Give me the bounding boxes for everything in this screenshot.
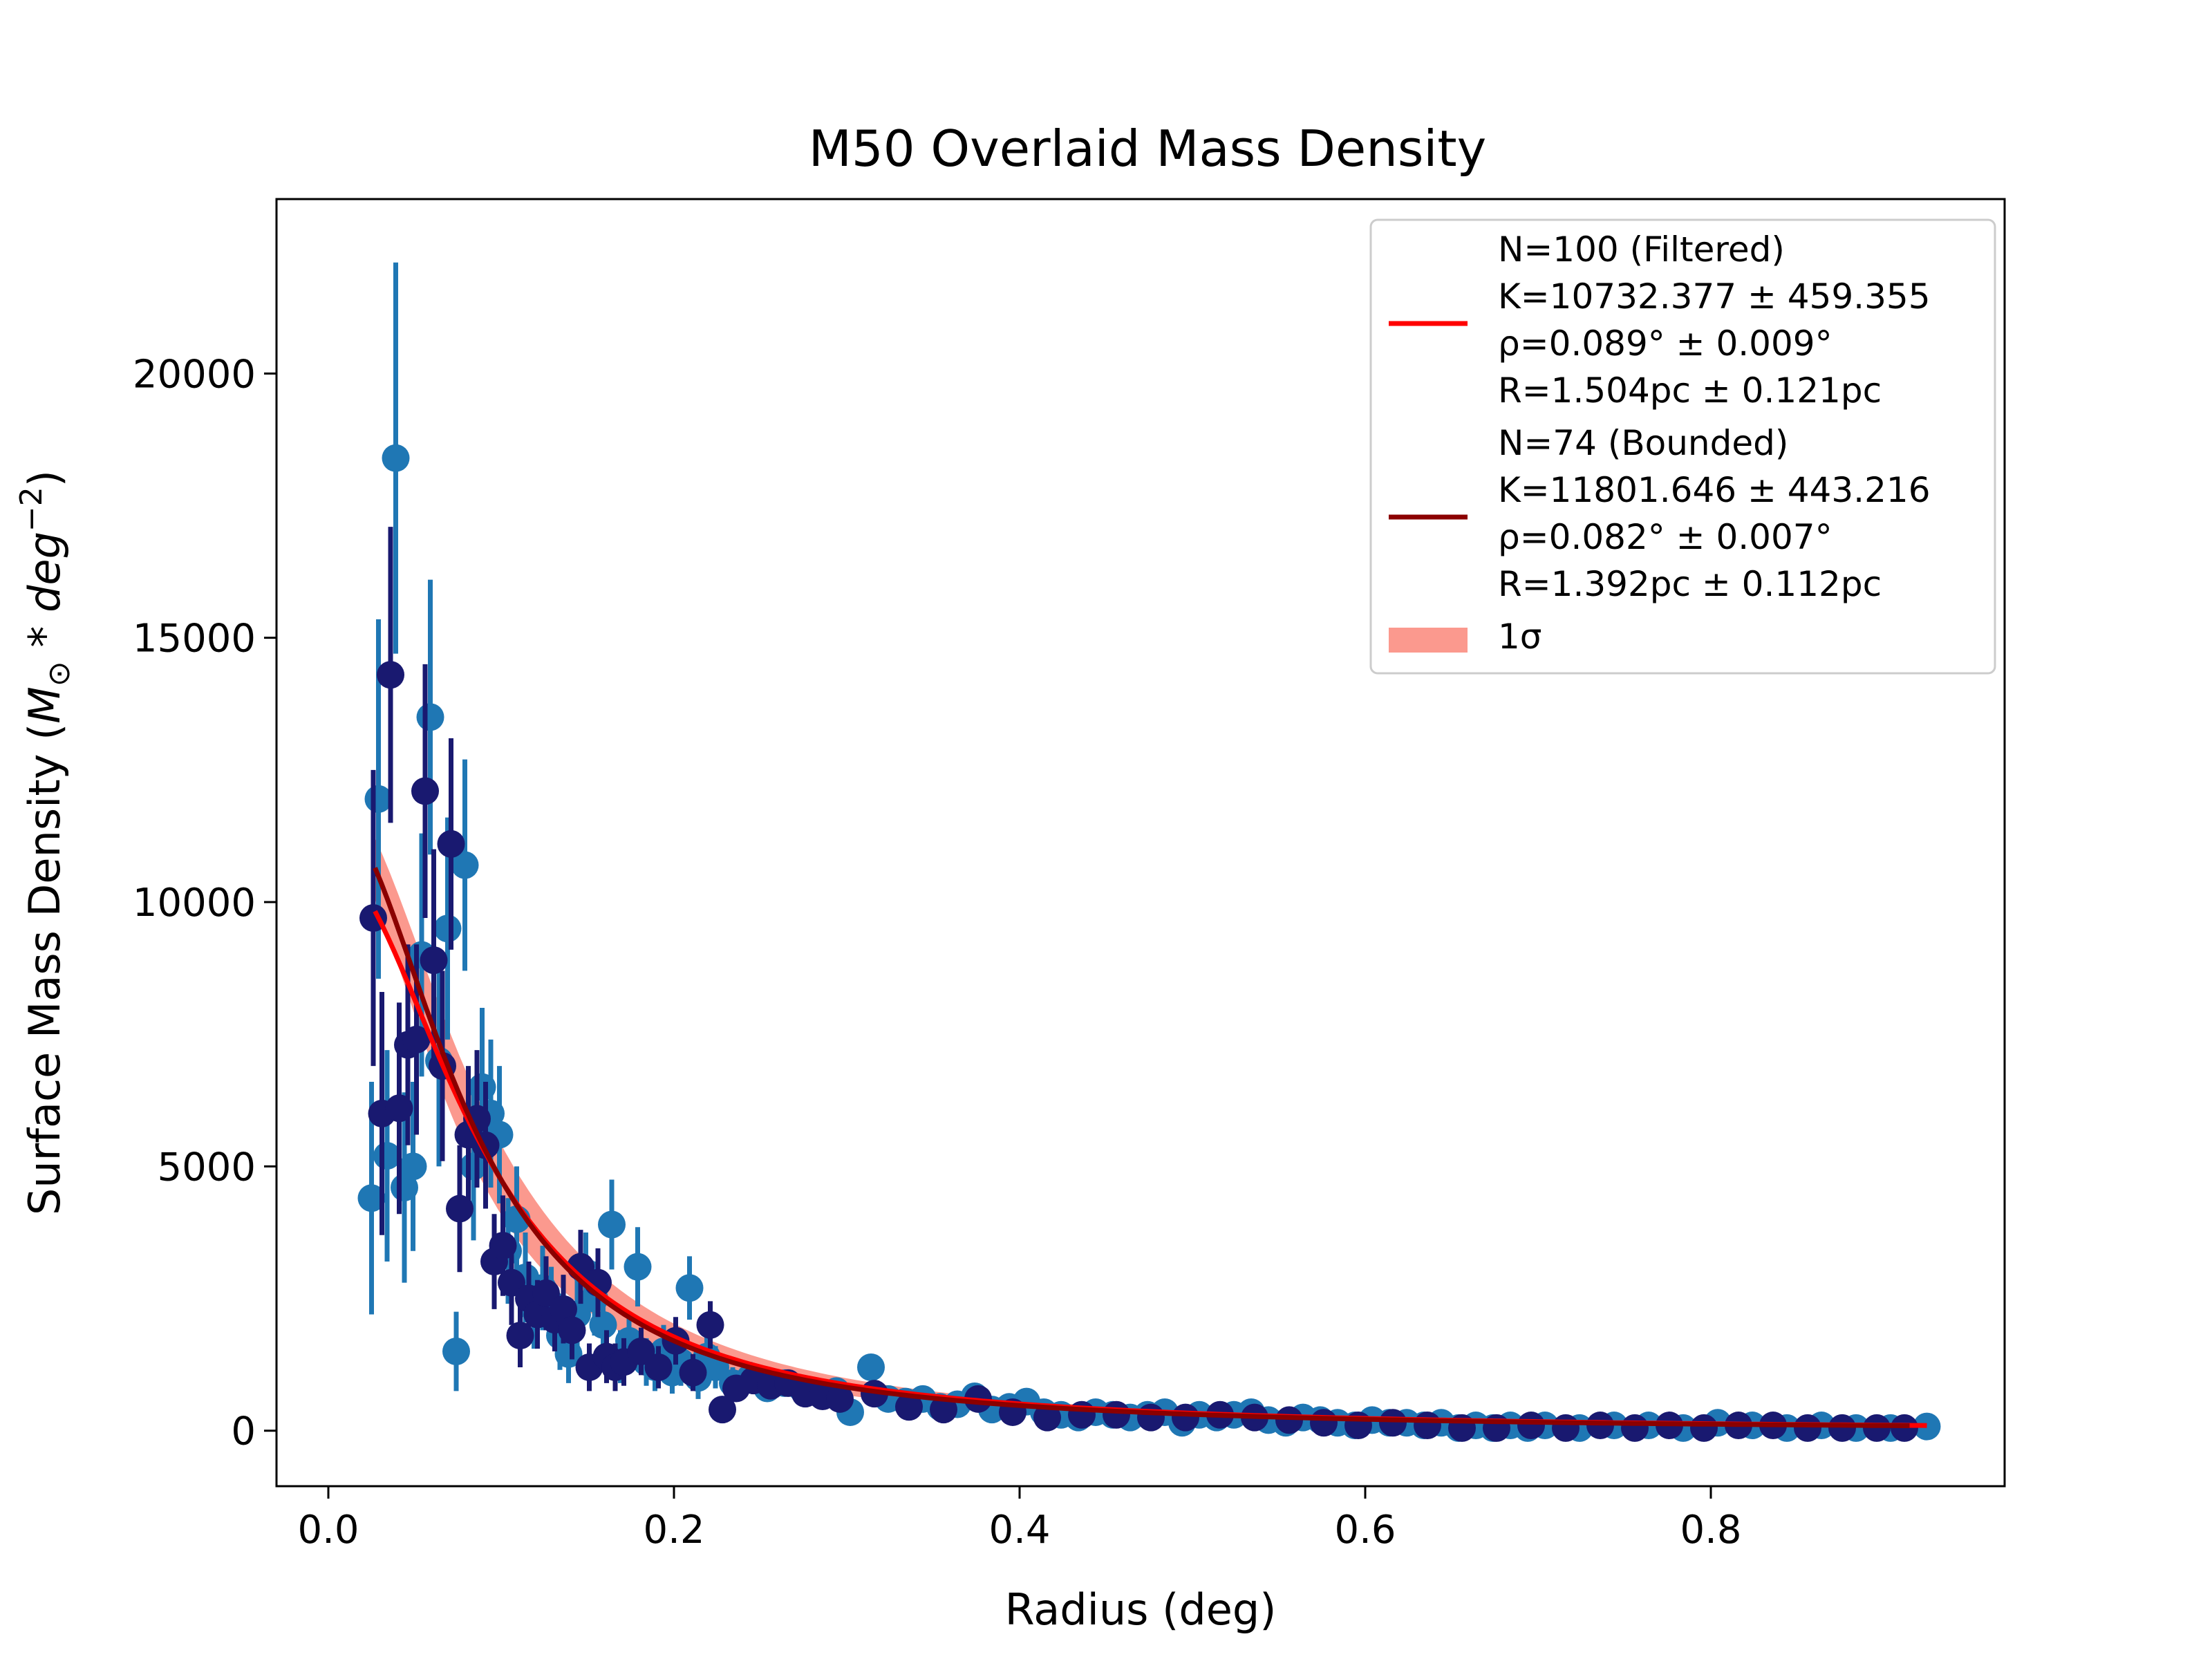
data-point <box>357 1184 386 1212</box>
data-point <box>1103 1400 1130 1429</box>
data-point <box>506 1322 534 1350</box>
data-point <box>451 851 479 879</box>
data-point <box>558 1316 586 1344</box>
legend-entry-line: 1σ <box>1498 617 1542 657</box>
data-point <box>550 1295 577 1323</box>
legend-entry-line: N=74 (Bounded) <box>1498 423 1788 463</box>
legend-entry-line: K=10732.377 ± 459.355 <box>1498 276 1931 317</box>
data-point <box>437 830 465 858</box>
legend-entry-line: K=11801.646 ± 443.216 <box>1498 470 1931 510</box>
legend-swatch <box>1389 628 1468 653</box>
y-tick-label: 15000 <box>133 617 256 662</box>
data-point <box>1690 1414 1718 1442</box>
data-point <box>446 1194 474 1223</box>
data-point <box>1414 1412 1441 1440</box>
x-tick-label: 0.2 <box>643 1508 704 1553</box>
x-tick-label: 0.8 <box>1680 1508 1741 1553</box>
data-point <box>1275 1406 1303 1434</box>
legend-entry-line: ρ=0.089° ± 0.009° <box>1498 324 1833 364</box>
data-point <box>1863 1414 1891 1442</box>
data-point <box>1310 1409 1338 1437</box>
axes: 0.0 0.2 0.4 0.6 0.8 0 5000 10000 15000 20000 <box>133 352 1742 1553</box>
data-point <box>1033 1403 1061 1432</box>
y-tick-label: 5000 <box>157 1145 256 1190</box>
data-point <box>554 1340 583 1368</box>
data-point <box>399 1152 427 1181</box>
data-point <box>468 1073 496 1101</box>
data-point <box>442 1338 470 1366</box>
data-point <box>1913 1412 1941 1441</box>
data-point <box>416 703 444 731</box>
data-point <box>489 1232 517 1260</box>
data-point <box>675 1274 704 1302</box>
data-point <box>826 1385 854 1413</box>
data-point <box>1137 1403 1165 1432</box>
data-point <box>1828 1414 1856 1442</box>
data-point <box>382 444 410 472</box>
series-bounded <box>359 527 1918 1442</box>
legend-entry-line: ρ=0.082° ± 0.007° <box>1498 517 1833 557</box>
data-point <box>589 1311 617 1339</box>
y-tick-label: 0 <box>231 1409 256 1454</box>
y-axis-label: Surface Mass Density (M⊙ * deg−2) <box>14 470 77 1215</box>
data-marks <box>357 262 1941 1442</box>
data-point <box>696 1311 724 1339</box>
data-point <box>1172 1403 1199 1432</box>
data-point <box>624 1253 652 1281</box>
data-point <box>433 915 462 943</box>
plot-frame <box>275 198 2006 1488</box>
legend-entry-line: N=100 (Filtered) <box>1498 229 1785 270</box>
fit-line-bounded <box>373 867 1910 1428</box>
data-point <box>644 1353 673 1381</box>
data-point <box>1517 1412 1545 1440</box>
y-tick-label: 20000 <box>133 352 256 397</box>
data-point <box>411 777 439 805</box>
data-point <box>930 1396 957 1424</box>
data-point <box>385 1094 413 1123</box>
legend: N=100 (Filtered) K=10732.377 ± 459.355 ρ=0… <box>1369 218 1996 675</box>
y-tick-label: 10000 <box>133 881 256 926</box>
data-point <box>679 1358 707 1387</box>
data-point <box>598 1210 626 1239</box>
data-point <box>895 1393 923 1421</box>
chart-title: M50 Overlaid Mass Density <box>809 120 1486 178</box>
data-point <box>1621 1414 1649 1442</box>
data-point <box>857 1353 885 1381</box>
data-point <box>1483 1414 1510 1442</box>
data-point <box>1794 1414 1821 1442</box>
legend-entry-line: R=1.392pc ± 0.112pc <box>1498 564 1882 604</box>
data-point <box>420 946 448 975</box>
legend-entry-line: R=1.504pc ± 0.121pc <box>1498 371 1882 411</box>
data-point <box>402 1025 431 1053</box>
data-point <box>377 661 404 689</box>
x-axis-label: Radius (deg) <box>1005 1584 1277 1635</box>
data-point <box>1379 1409 1407 1437</box>
data-point <box>709 1396 736 1424</box>
x-tick-label: 0.4 <box>988 1508 1050 1553</box>
x-tick-label: 0.6 <box>1334 1508 1396 1553</box>
data-point <box>1552 1414 1580 1442</box>
legend-box <box>1369 218 1996 675</box>
x-tick-label: 0.0 <box>297 1508 359 1553</box>
